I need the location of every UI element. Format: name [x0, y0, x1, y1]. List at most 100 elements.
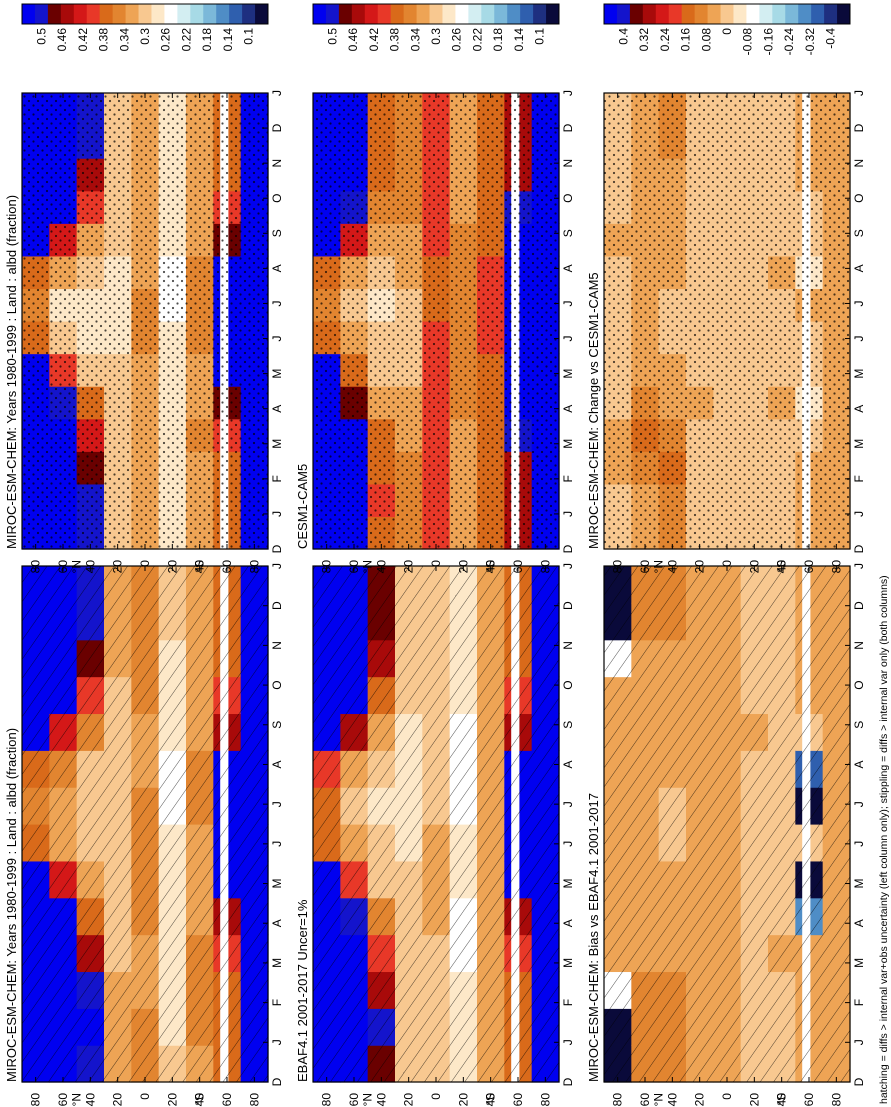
lat-tick-label: 80 — [320, 1093, 334, 1107]
lat-tick-label: 20 — [111, 560, 125, 574]
month-label: F — [852, 999, 866, 1006]
colorbar-swatch — [216, 4, 230, 24]
lat-tick-label: 40 — [775, 1093, 789, 1107]
lat-tick-label: 60 — [638, 1093, 652, 1107]
lat-tick-label: 40 — [374, 1093, 388, 1107]
colorbar-label: 0.38 — [97, 28, 111, 52]
colorbar-frame — [312, 3, 560, 25]
lat-tick-label: 20 — [165, 1093, 179, 1107]
month-label: M — [852, 439, 866, 449]
colorbar-frame — [603, 3, 851, 25]
colorbar-swatch — [177, 4, 191, 24]
hemisphere-label: °S — [193, 560, 207, 573]
colorbar-label: 0.42 — [76, 28, 90, 52]
month-label: D — [270, 601, 284, 610]
lat-tick-label: 40 — [665, 560, 679, 574]
month-label: N — [561, 641, 575, 650]
colorbar-label: 0.38 — [388, 28, 402, 52]
panel-title: CESM1-CAM5 — [295, 464, 310, 549]
colorbar-swatch — [455, 4, 469, 24]
month-label: A — [852, 264, 866, 272]
colorbar-frame — [21, 3, 269, 25]
colorbar-swatch — [546, 4, 560, 24]
lat-tick-label: 60 — [638, 560, 652, 574]
chart-panel-3: 80 60 40 20 0 20 40 60 80 °N °S D J F M A M J J A S O N D J EBAF4… — [295, 476, 575, 1107]
month-label: J — [270, 336, 284, 342]
lat-tick-label: 20 — [402, 1093, 416, 1107]
colorbar-label: 0.14 — [512, 28, 526, 52]
colorbar-swatch — [494, 4, 508, 24]
lat-tick-label: 80 — [611, 560, 625, 574]
panel-title: MIROC-ESM-CHEM: Years 1980-1999 : Land :… — [4, 195, 19, 549]
colorbar-swatch — [47, 4, 62, 24]
colorbar-swatch — [403, 4, 418, 24]
month-label: J — [561, 841, 575, 847]
month-label: A — [561, 264, 575, 272]
lat-tick-label: 80 — [29, 560, 43, 574]
month-label: D — [561, 601, 575, 610]
hemisphere-label: °N — [361, 560, 375, 573]
month-label: J — [561, 801, 575, 807]
colorbar-label: 0.18 — [491, 28, 505, 52]
lat-tick-label: 40 — [193, 1093, 207, 1107]
month-label: O — [270, 194, 284, 203]
lat-tick-label: 20 — [747, 1093, 761, 1107]
month-label: O — [852, 680, 866, 689]
lat-tick-label: 60 — [802, 1093, 816, 1107]
month-label: J — [852, 801, 866, 807]
month-label: J — [561, 301, 575, 307]
month-label: A — [561, 919, 575, 927]
hatch-overlay — [22, 566, 268, 1082]
month-label: J — [270, 801, 284, 807]
colorbar-swatch — [746, 4, 760, 24]
stipple-overlay — [604, 93, 850, 549]
colorbar-label: 0.5 — [325, 28, 339, 45]
colorbar-label: 0.24 — [658, 28, 672, 52]
colorbar-swatch — [429, 4, 443, 24]
colorbar-swatch — [34, 4, 49, 24]
chart-panel-6: 80 60 40 20 0 20 40 60 80 °N °S D J F M A M J J A S O N D J MIROC… — [586, 3, 866, 574]
colorbar-swatch — [785, 4, 799, 24]
colorbar-swatch — [681, 4, 696, 24]
month-label: M — [561, 879, 575, 889]
month-label: M — [561, 958, 575, 968]
month-label: N — [852, 159, 866, 168]
lat-tick-label: 20 — [747, 560, 761, 574]
month-label: N — [561, 159, 575, 168]
colorbar-label: 0.22 — [470, 28, 484, 52]
month-label: D — [561, 544, 575, 553]
colorbar-swatch — [125, 4, 140, 24]
month-label: A — [561, 405, 575, 413]
lat-tick-label: 40 — [193, 560, 207, 574]
panel-title: EBAF4.1 2001-2017 Uncer=1% — [295, 899, 310, 1082]
month-label: A — [852, 919, 866, 927]
colorbar-label: 0.3 — [429, 28, 443, 45]
hatch-overlay — [604, 566, 850, 1082]
colorbar-swatch — [629, 4, 644, 24]
colorbar-swatch — [824, 4, 838, 24]
month-label: A — [270, 264, 284, 272]
month-label: J — [852, 841, 866, 847]
lat-tick-label: 60 — [511, 1093, 525, 1107]
hemisphere-label: °S — [484, 1093, 498, 1106]
colorbar-label: 0.34 — [117, 28, 131, 52]
colorbar-label: -0.32 — [803, 28, 817, 56]
lat-tick-label: 60 — [511, 560, 525, 574]
colorbar-label: 0.42 — [367, 28, 381, 52]
month-label: N — [852, 641, 866, 650]
lat-tick-label: 80 — [29, 1093, 43, 1107]
month-label: M — [852, 879, 866, 889]
lat-tick-label: 20 — [693, 560, 707, 574]
month-label: O — [270, 680, 284, 689]
month-label: M — [561, 369, 575, 379]
month-label: J — [852, 301, 866, 307]
colorbar-label: -0.08 — [741, 28, 755, 56]
month-label: D — [270, 544, 284, 553]
month-label: F — [270, 999, 284, 1006]
lat-tick-label: 80 — [829, 1093, 843, 1107]
month-label: F — [561, 999, 575, 1006]
colorbar-label: 0.4 — [616, 28, 630, 45]
colorbar-label: 0.18 — [200, 28, 214, 52]
colorbar-swatch — [377, 4, 392, 24]
colorbar-label: 0.16 — [679, 28, 693, 52]
